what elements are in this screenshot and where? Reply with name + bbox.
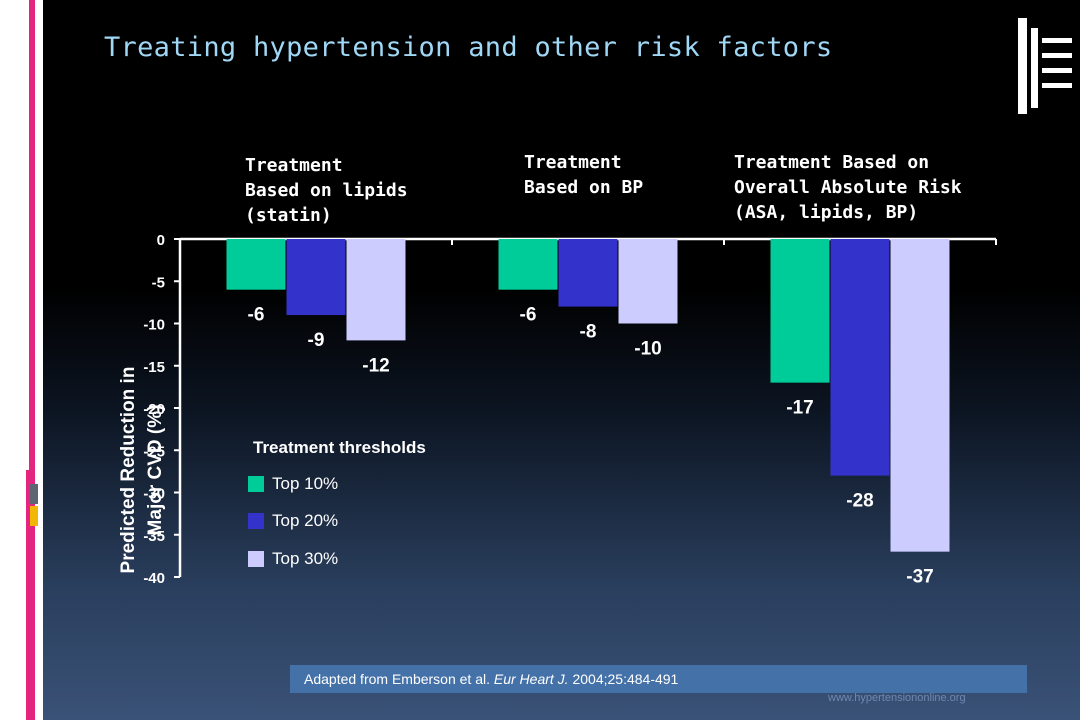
bar-top30-cat1 (618, 239, 678, 324)
citation-suffix: 2004;25:484-491 (568, 671, 679, 687)
legend-swatch-top10 (248, 476, 264, 492)
accent-bar-top (21, 0, 29, 470)
bar-top20-cat0 (286, 239, 346, 316)
citation-footer: Adapted from Emberson et al. Eur Heart J… (290, 665, 1027, 693)
bar-value-label: -10 (634, 339, 661, 360)
y-tick-label: 0 (157, 232, 165, 249)
bar-value-label: -6 (520, 305, 537, 326)
legend-label-top20: Top 20% (272, 511, 339, 530)
legend-item-top30: Top 30% (248, 549, 338, 569)
site-watermark: www.hypertensiononline.org (828, 692, 966, 704)
y-tick-label: -10 (143, 317, 165, 334)
legend-label-top30: Top 30% (272, 549, 339, 568)
y-tick-label: -35 (143, 528, 165, 545)
legend-item-top20: Top 20% (248, 511, 338, 531)
citation-prefix: Adapted from Emberson et al. (304, 671, 494, 687)
y-tick-label: -25 (143, 443, 165, 460)
y-tick-label: -20 (143, 401, 165, 418)
legend-label-top10: Top 10% (272, 474, 339, 493)
category-label-lipids: Treatment Based on lipids (statin) (245, 155, 408, 226)
y-tick-label: -40 (143, 570, 165, 587)
legend-swatch-top20 (248, 513, 264, 529)
bar-value-label: -12 (362, 355, 389, 376)
bar-value-label: -9 (308, 330, 325, 351)
category-label-bp: Treatment Based on BP (524, 152, 644, 198)
bar-top30-cat0 (346, 239, 406, 341)
y-tick-label: -30 (143, 486, 165, 503)
legend-item-top10: Top 10% (248, 474, 338, 494)
bar-top30-cat2 (890, 239, 950, 552)
bar-value-label: -28 (846, 491, 873, 512)
bar-top10-cat1 (498, 239, 558, 290)
bar-top20-cat2 (830, 239, 890, 476)
bar-value-label: -17 (786, 398, 813, 419)
pink-accent-bar (26, 0, 35, 720)
y-tick-label: -15 (143, 359, 165, 376)
yellow-accent-block (30, 506, 38, 526)
category-label-overall-risk: Treatment Based on Overall Absolute Risk… (734, 152, 962, 223)
legend-title: Treatment thresholds (253, 438, 426, 457)
y-tick-label: -5 (152, 274, 165, 291)
bar-value-label: -6 (248, 305, 265, 326)
slide-title: Treating hypertension and other risk fac… (104, 32, 833, 63)
bar-top10-cat0 (226, 239, 286, 290)
bar-value-label: -37 (906, 567, 933, 588)
legend-swatch-top30 (248, 551, 264, 567)
gray-accent-block (30, 484, 38, 504)
corner-logo-icon (1018, 18, 1072, 114)
bar-value-label: -8 (580, 322, 597, 343)
bar-top10-cat2 (770, 239, 830, 383)
bar-top20-cat1 (558, 239, 618, 307)
citation-journal: Eur Heart J. (493, 671, 569, 687)
